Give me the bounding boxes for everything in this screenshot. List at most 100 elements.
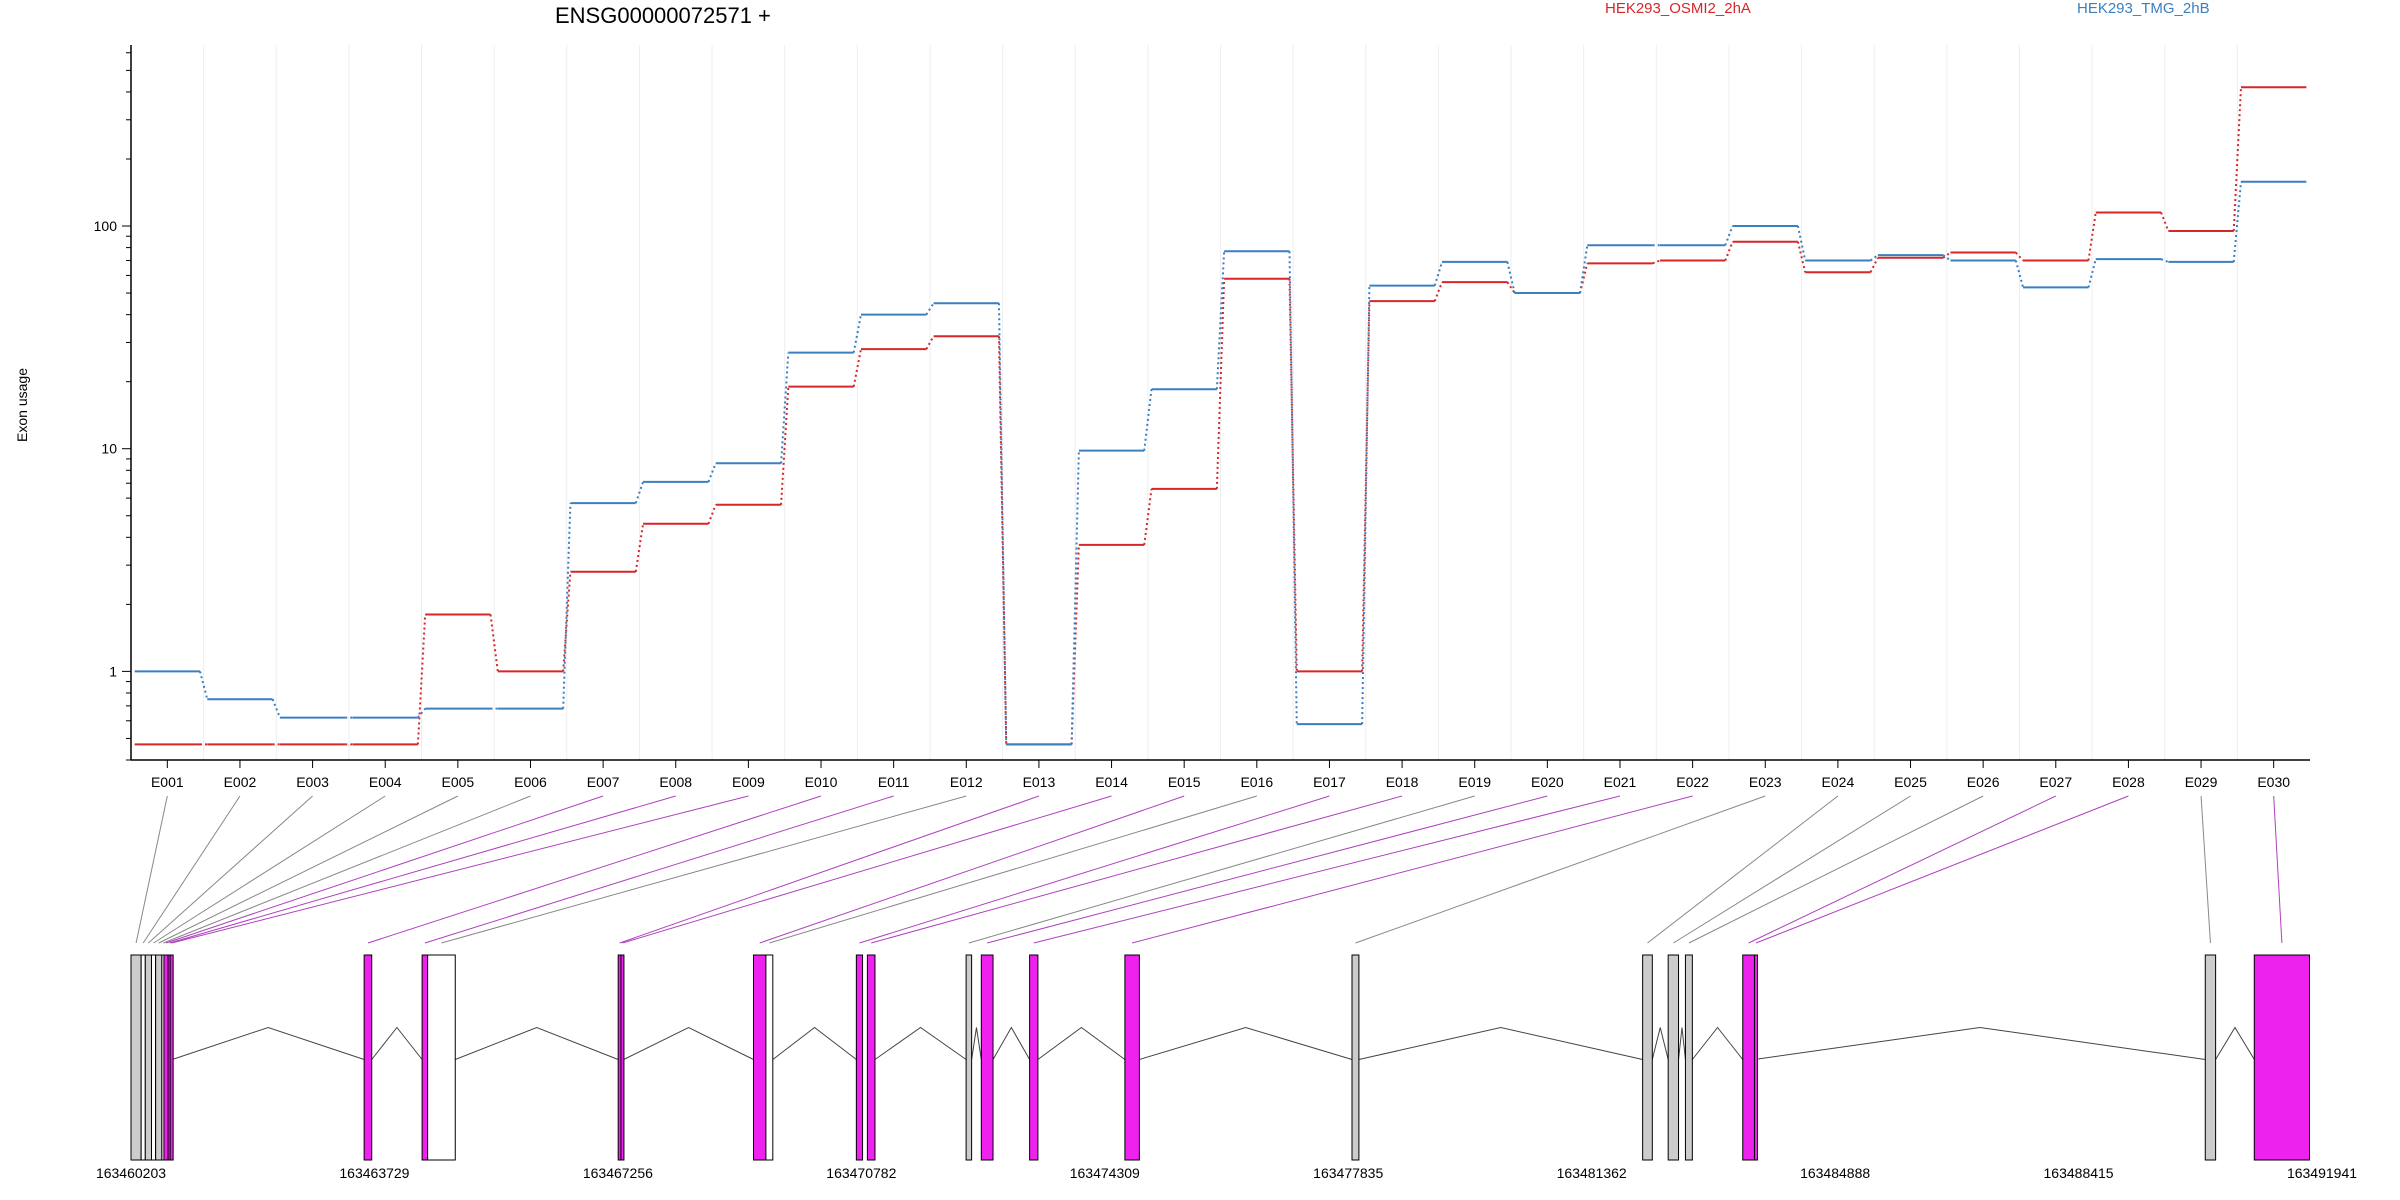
exon-connector (153, 795, 386, 944)
x-tick-label: E004 (369, 774, 402, 790)
series-connector (1433, 261, 1443, 286)
exon-connector (367, 795, 822, 944)
coordinate-label: 163484888 (1800, 1165, 1870, 1181)
exon-connector (148, 795, 313, 944)
exon-connector (619, 795, 1040, 944)
exon-box (140, 954, 146, 1161)
coordinate-label: 163488415 (2044, 1165, 2114, 1181)
exon-box (427, 954, 456, 1161)
series-connector (1796, 225, 1807, 261)
exon-box (2253, 954, 2311, 1161)
series-connector (1579, 245, 1589, 294)
coordinate-label: 163463729 (339, 1165, 409, 1181)
x-tick-label: E006 (514, 774, 547, 790)
intron-line (1358, 1026, 1643, 1060)
intron-line (1037, 1026, 1126, 1060)
coordinate-label: 163481362 (1557, 1165, 1627, 1181)
exon-connector (1688, 795, 1984, 944)
coordinate-label: 163470782 (826, 1165, 896, 1181)
x-tick-label: E013 (1023, 774, 1056, 790)
exon-box (1684, 954, 1693, 1161)
intron-line (1139, 1026, 1353, 1060)
series-connector (562, 571, 572, 672)
x-tick-label: E027 (2039, 774, 2072, 790)
intron-line (2215, 1026, 2255, 1060)
exon-box (1029, 954, 1039, 1161)
exon-box (2204, 954, 2217, 1161)
x-tick-label: E030 (2257, 774, 2290, 790)
exon-connector (1355, 795, 1766, 944)
exon-box (1753, 954, 1758, 1161)
series-connector (417, 708, 426, 719)
series-connector (997, 336, 1008, 745)
series-lines (134, 86, 2307, 746)
exon-connector (871, 795, 1403, 944)
x-tick-label: E009 (732, 774, 765, 790)
exon-connector (163, 795, 531, 944)
intron-line (623, 1026, 754, 1060)
vertical-gridlines (203, 45, 2238, 760)
legend-entry-tmg: HEK293_TMG_2hB (2077, 0, 2210, 17)
exon-connector (158, 795, 459, 944)
exon-connector (2273, 795, 2283, 944)
x-tick-label: E018 (1386, 774, 1419, 790)
series-connector (1942, 254, 1952, 262)
series-connector (1433, 281, 1443, 302)
exon-box (1642, 954, 1653, 1161)
x-tick-label: E017 (1313, 774, 1346, 790)
exon-box (151, 954, 157, 1161)
series-connector (707, 462, 717, 483)
series-connector (1361, 285, 1371, 725)
x-tick-label: E025 (1894, 774, 1927, 790)
series-connector (852, 314, 862, 353)
coordinate-label: 163467256 (583, 1165, 653, 1181)
y-tick-label: 1 (109, 663, 117, 679)
exon-box (421, 954, 429, 1161)
coordinate-label: 163474309 (1070, 1165, 1140, 1181)
series-connector (925, 302, 935, 316)
series-connector (1942, 251, 1952, 259)
exon-connector (165, 795, 604, 944)
x-tick-label: E024 (1822, 774, 1855, 790)
exon-connector (171, 795, 749, 944)
x-tick-label: E022 (1676, 774, 1709, 790)
axes: 1 10 100 E001 E002 E003 E004 E005 E006 E007 E008 E0… (94, 45, 2310, 790)
intron-line (1651, 1027, 1669, 1060)
exon-connector (622, 795, 1112, 944)
exon-connector (1748, 795, 2056, 944)
series-connector (2160, 212, 2170, 232)
exon-connector (1755, 795, 2129, 944)
y-axis-label: Exon usage (14, 368, 30, 442)
gene-model: 163460203 163463729 163467256 163470782 1634… (96, 954, 2357, 1181)
y-tick-label: 100 (94, 218, 118, 234)
x-tick-label: E011 (878, 774, 910, 790)
series-connector (1506, 281, 1516, 294)
x-tick-label: E015 (1168, 774, 1201, 790)
x-tick-label: E026 (1967, 774, 2000, 790)
exon-connector (859, 795, 1330, 944)
series-connector (2087, 212, 2097, 261)
x-tick-label: E029 (2185, 774, 2218, 790)
series-connector (634, 481, 645, 504)
series-1 (134, 180, 2307, 746)
intron-line (992, 1026, 1031, 1060)
exon-connector (987, 795, 1548, 944)
intron-line (455, 1026, 619, 1060)
series-connector (1652, 259, 1661, 265)
x-tick-label: E023 (1749, 774, 1782, 790)
series-connector (1288, 278, 1298, 672)
series-connector (1361, 301, 1371, 672)
series-connector (780, 352, 790, 464)
series-connector (562, 503, 572, 709)
exon-box (1667, 954, 1680, 1161)
y-tick-label: 10 (101, 441, 117, 457)
legend-entry-osmi2: HEK293_OSMI2_2hA (1605, 0, 1751, 17)
series-connector (634, 523, 645, 572)
exon-box (363, 954, 373, 1161)
x-tick-label: E005 (441, 774, 474, 790)
x-tick-label: E020 (1531, 774, 1564, 790)
coordinate-label: 163491941 (2287, 1165, 2357, 1181)
series-connector (852, 348, 862, 387)
exon-box (765, 954, 774, 1161)
